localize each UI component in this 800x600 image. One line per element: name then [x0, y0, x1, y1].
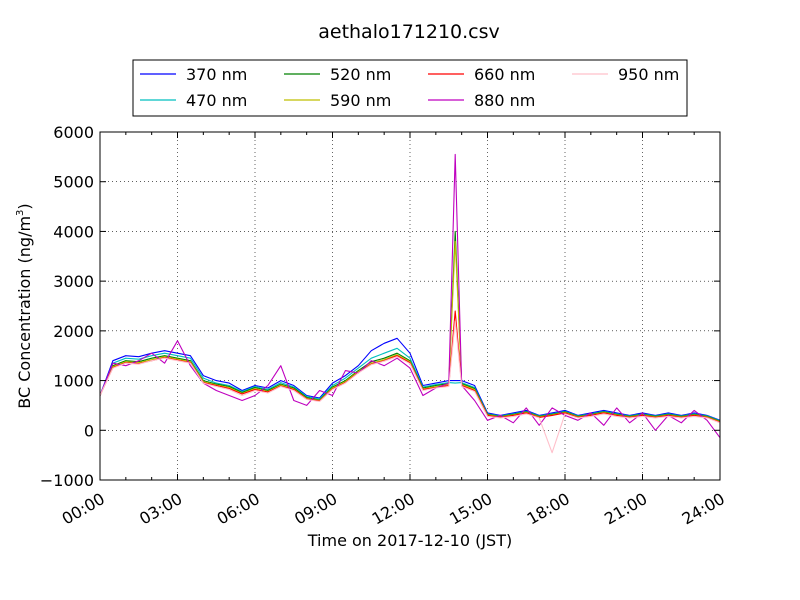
y-axis-label-end: ) [15, 203, 34, 209]
series-line-880-nm [99, 153, 721, 439]
legend-label: 370 nm [186, 65, 247, 84]
plot-area [100, 132, 720, 480]
y-axis-label-sup: 3 [15, 210, 26, 216]
y-tick-label: 6000 [53, 123, 94, 142]
series-line-370-nm [99, 337, 721, 421]
x-tick-label: 12:00 [369, 489, 418, 529]
series-group [99, 153, 721, 454]
y-tick-label: −1000 [40, 471, 94, 490]
legend-label: 590 nm [330, 91, 391, 110]
y-tick-label: 1000 [53, 372, 94, 391]
chart-title: aethalo171210.csv [318, 21, 500, 43]
y-tick-label: 2000 [53, 322, 94, 341]
y-tick-label: 5000 [53, 173, 94, 192]
y-axis-label: BC Concentration (ng/m3) [15, 203, 34, 408]
legend-label: 520 nm [330, 65, 391, 84]
legend: 370 nm 470 nm 520 nm 590 nm 660 nm 880 nm 950 … [132, 59, 688, 117]
x-tick-label: 00:00 [59, 489, 108, 529]
y-tick-label: 3000 [53, 272, 94, 291]
x-tick-label: 03:00 [136, 489, 185, 529]
y-tick-label: 4000 [53, 222, 94, 241]
legend-label: 950 nm [618, 65, 679, 84]
x-tick-label: 24:00 [679, 489, 728, 529]
x-axis-label: Time on 2017-12-10 (JST) [307, 531, 512, 550]
legend-box [132, 59, 688, 117]
legend-label: 880 nm [474, 91, 535, 110]
legend-label: 660 nm [474, 65, 535, 84]
x-tick-label: 15:00 [446, 489, 495, 529]
x-tick-label: 18:00 [524, 489, 573, 529]
x-tick-label: 06:00 [214, 489, 263, 529]
x-tick-label: 09:00 [291, 489, 340, 529]
series-line-950-nm [99, 320, 721, 454]
x-tick-label: 21:00 [601, 489, 650, 529]
legend-label: 470 nm [186, 91, 247, 110]
y-tick-label: 0 [84, 421, 94, 440]
y-axis-label-main: BC Concentration (ng/m [15, 216, 34, 409]
